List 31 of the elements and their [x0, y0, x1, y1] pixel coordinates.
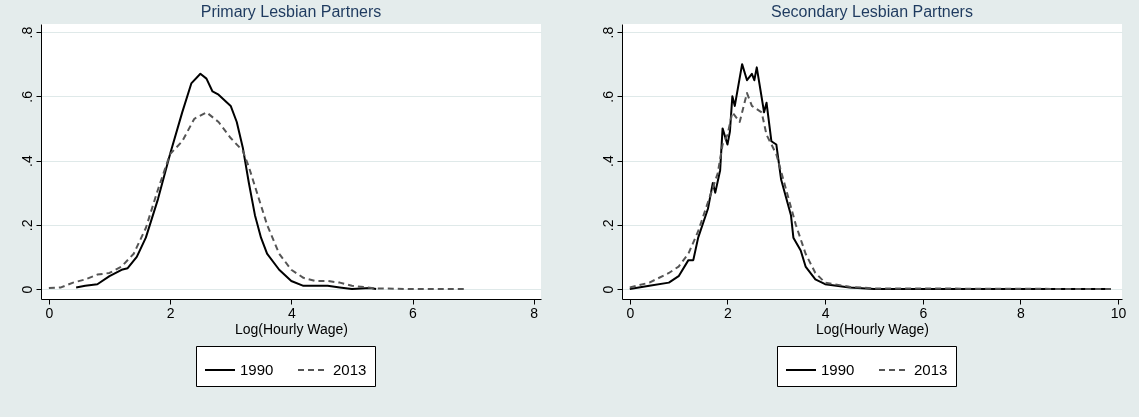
- x-tick-label: 6: [919, 304, 928, 321]
- y-tick-label: .4: [18, 154, 35, 167]
- x-axis-title: Log(Hourly Wage): [815, 320, 930, 337]
- x-tick-label: 8: [1017, 304, 1026, 321]
- line-series: [75, 72, 378, 291]
- legend-label: 1990: [821, 361, 855, 378]
- x-tick-label: 2: [724, 304, 733, 321]
- legend-label: 2013: [914, 361, 948, 378]
- x-tick-label: 4: [821, 304, 830, 321]
- x-tick-label: 0: [626, 304, 635, 321]
- x-axis-title: Log(Hourly Wage): [234, 320, 349, 337]
- y-tick-label: .4: [599, 154, 616, 167]
- legend-label: 2013: [333, 361, 367, 378]
- y-tick-label: .8: [599, 26, 616, 39]
- y-tick-label: .2: [18, 219, 35, 232]
- x-tick-label: 10: [1110, 304, 1127, 321]
- x-tick-label: 4: [287, 304, 296, 321]
- legend-label: 1990: [240, 361, 274, 378]
- y-tick-label: .8: [18, 26, 35, 39]
- line-series: [47, 111, 466, 291]
- chart-title: Primary Lesbian Partners: [200, 3, 382, 20]
- chart-title: Secondary Lesbian Partners: [771, 3, 973, 20]
- y-tick-label: 0: [18, 285, 35, 294]
- x-tick-label: 2: [166, 304, 175, 321]
- x-tick-label: 0: [45, 304, 54, 321]
- y-tick-label: .2: [599, 219, 616, 232]
- x-tick-label: 6: [409, 304, 418, 321]
- y-tick-label: .6: [18, 90, 35, 103]
- y-tick-label: .6: [599, 90, 616, 103]
- x-tick-label: 8: [530, 304, 539, 321]
- y-tick-label: 0: [599, 285, 616, 294]
